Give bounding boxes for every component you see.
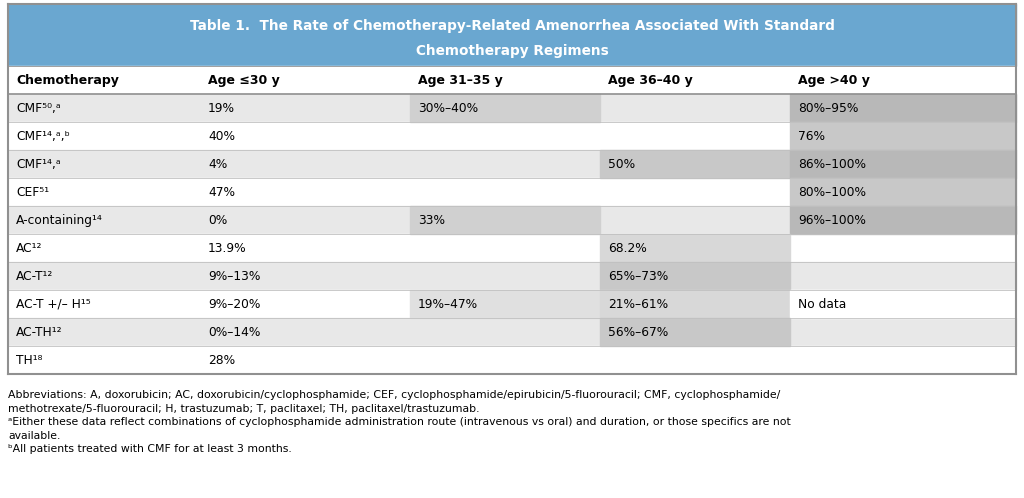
Text: AC-T¹²: AC-T¹²: [16, 269, 53, 282]
Text: 21%–61%: 21%–61%: [608, 297, 668, 310]
Bar: [790, 150, 1016, 178]
Text: 65%–73%: 65%–73%: [608, 269, 669, 282]
Text: 28%: 28%: [208, 354, 236, 367]
Bar: [600, 150, 790, 178]
Text: Chemotherapy: Chemotherapy: [16, 74, 119, 87]
Text: 13.9%: 13.9%: [208, 242, 247, 254]
Bar: [790, 178, 1016, 206]
Text: 19%–47%: 19%–47%: [418, 297, 478, 310]
Bar: [790, 122, 1016, 150]
Bar: [8, 66, 1016, 94]
Text: 0%: 0%: [208, 214, 227, 227]
Text: ᵃEither these data reflect combinations of cyclophosphamide administration route: ᵃEither these data reflect combinations …: [8, 417, 791, 427]
Bar: [8, 4, 1016, 66]
Bar: [8, 262, 1016, 290]
Text: 50%: 50%: [608, 157, 635, 170]
Text: 19%: 19%: [208, 102, 234, 115]
Bar: [8, 122, 1016, 150]
Text: 9%–13%: 9%–13%: [208, 269, 260, 282]
Bar: [8, 150, 1016, 178]
Text: CMF¹⁴,ᵃ: CMF¹⁴,ᵃ: [16, 157, 60, 170]
Bar: [790, 290, 1016, 318]
Text: 47%: 47%: [208, 185, 234, 199]
Text: 80%–100%: 80%–100%: [798, 185, 866, 199]
Bar: [600, 318, 790, 346]
Bar: [8, 346, 1016, 374]
Text: A-containing¹⁴: A-containing¹⁴: [16, 214, 102, 227]
Text: 68.2%: 68.2%: [608, 242, 647, 254]
Bar: [410, 94, 600, 122]
Text: 76%: 76%: [798, 129, 825, 142]
Bar: [790, 94, 1016, 122]
Bar: [8, 178, 1016, 206]
Text: Abbreviations: A, doxorubicin; AC, doxorubicin/cyclophosphamide; CEF, cyclophosp: Abbreviations: A, doxorubicin; AC, doxor…: [8, 390, 780, 400]
Bar: [410, 206, 600, 234]
Text: Age >40 y: Age >40 y: [798, 74, 869, 87]
Bar: [600, 234, 790, 262]
Text: AC-T +/– H¹⁵: AC-T +/– H¹⁵: [16, 297, 91, 310]
Bar: [790, 206, 1016, 234]
Text: No data: No data: [798, 297, 846, 310]
Text: 80%–95%: 80%–95%: [798, 102, 858, 115]
Text: 40%: 40%: [208, 129, 234, 142]
Text: 30%–40%: 30%–40%: [418, 102, 478, 115]
Text: Chemotherapy Regimens: Chemotherapy Regimens: [416, 43, 608, 57]
Text: methotrexate/5-fluorouracil; H, trastuzumab; T, paclitaxel; TH, paclitaxel/trast: methotrexate/5-fluorouracil; H, trastuzu…: [8, 403, 479, 413]
Bar: [8, 234, 1016, 262]
Text: 4%: 4%: [208, 157, 227, 170]
Text: available.: available.: [8, 430, 60, 441]
Text: Age 36–40 y: Age 36–40 y: [608, 74, 693, 87]
Text: Age ≤30 y: Age ≤30 y: [208, 74, 280, 87]
Bar: [8, 206, 1016, 234]
Text: CEF⁵¹: CEF⁵¹: [16, 185, 49, 199]
Text: CMF⁵⁰,ᵃ: CMF⁵⁰,ᵃ: [16, 102, 60, 115]
Text: Age 31–35 y: Age 31–35 y: [418, 74, 503, 87]
Bar: [600, 262, 790, 290]
Bar: [8, 290, 1016, 318]
Text: TH¹⁸: TH¹⁸: [16, 354, 42, 367]
Text: ᵇAll patients treated with CMF for at least 3 months.: ᵇAll patients treated with CMF for at le…: [8, 444, 292, 454]
Text: CMF¹⁴,ᵃ,ᵇ: CMF¹⁴,ᵃ,ᵇ: [16, 129, 70, 142]
Bar: [8, 318, 1016, 346]
Text: 96%–100%: 96%–100%: [798, 214, 866, 227]
Text: 86%–100%: 86%–100%: [798, 157, 866, 170]
Text: 56%–67%: 56%–67%: [608, 326, 669, 339]
Text: 33%: 33%: [418, 214, 445, 227]
Bar: [8, 94, 1016, 122]
Text: Table 1.  The Rate of Chemotherapy-Related Amenorrhea Associated With Standard: Table 1. The Rate of Chemotherapy-Relate…: [189, 19, 835, 33]
Bar: [600, 290, 790, 318]
Text: AC-TH¹²: AC-TH¹²: [16, 326, 62, 339]
Text: AC¹²: AC¹²: [16, 242, 42, 254]
Text: 9%–20%: 9%–20%: [208, 297, 260, 310]
Bar: [410, 290, 600, 318]
Text: 0%–14%: 0%–14%: [208, 326, 260, 339]
